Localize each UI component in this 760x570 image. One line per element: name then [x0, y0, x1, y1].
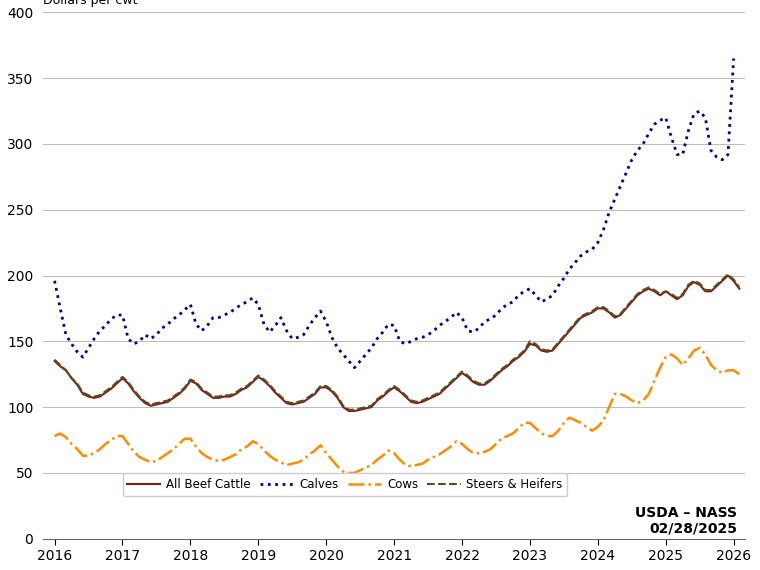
Steers & Heifers [271, 388, 280, 394]
Cows [735, 370, 744, 377]
Legend: All Beef Cattle, Calves, Cows, Steers & Heifers: All Beef Cattle, Calves, Cows, Steers & … [122, 474, 568, 496]
Calves [339, 351, 348, 358]
Line: Calves: Calves [55, 59, 733, 368]
Line: All Beef Cattle: All Beef Cattle [55, 275, 739, 411]
All Beef Cattle [717, 278, 727, 284]
Cows [724, 367, 733, 374]
Cows [271, 457, 280, 463]
Calves [118, 312, 127, 319]
All Beef Cattle [208, 394, 217, 401]
Steers & Heifers [492, 370, 501, 377]
Cows [208, 457, 217, 463]
All Beef Cattle [344, 408, 353, 414]
Cows [492, 441, 501, 447]
Steers & Heifers [724, 271, 733, 278]
Cows [695, 344, 705, 351]
Cows [50, 433, 59, 439]
All Beef Cattle [492, 372, 501, 379]
Calves [208, 314, 217, 321]
Text: USDA – NASS
02/28/2025: USDA – NASS 02/28/2025 [635, 506, 737, 536]
Calves [50, 278, 59, 284]
Calves [350, 364, 359, 371]
Calves [514, 292, 523, 299]
All Beef Cattle [429, 393, 439, 400]
All Beef Cattle [50, 357, 59, 364]
Calves [480, 318, 489, 325]
Steers & Heifers [344, 406, 353, 413]
All Beef Cattle [271, 389, 280, 396]
Steers & Heifers [735, 284, 744, 291]
Cows [429, 454, 439, 461]
All Beef Cattle [735, 285, 744, 292]
Steers & Heifers [717, 276, 727, 283]
All Beef Cattle [689, 279, 698, 286]
Calves [689, 111, 698, 117]
Line: Steers & Heifers: Steers & Heifers [55, 274, 739, 410]
Steers & Heifers [429, 392, 439, 398]
Steers & Heifers [208, 393, 217, 400]
Steers & Heifers [50, 356, 59, 363]
Calves [729, 55, 738, 62]
Text: Dollars per cwt: Dollars per cwt [43, 0, 138, 7]
Cows [344, 470, 353, 477]
Cows [689, 347, 698, 354]
All Beef Cattle [724, 272, 733, 279]
Line: Cows: Cows [55, 348, 739, 473]
Steers & Heifers [689, 278, 698, 284]
